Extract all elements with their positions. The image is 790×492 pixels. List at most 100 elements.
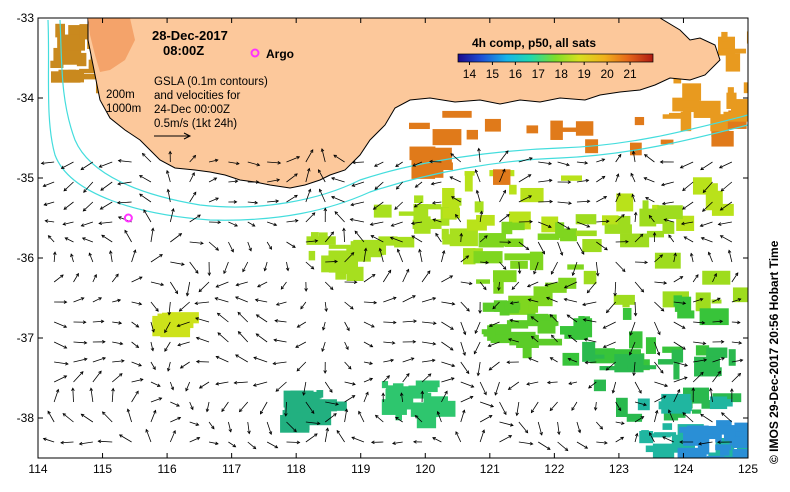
velocity-arrow bbox=[177, 341, 190, 347]
velocity-arrow bbox=[88, 252, 94, 263]
velocity-arrow bbox=[92, 273, 97, 283]
sst-pixel-patch bbox=[677, 310, 695, 319]
velocity-arrow bbox=[557, 441, 569, 452]
sst-pixel-patch bbox=[620, 233, 650, 248]
velocity-arrow bbox=[266, 421, 273, 436]
velocity-arrow bbox=[731, 298, 742, 303]
sst-pixel-patch bbox=[555, 222, 565, 238]
velocity-arrow bbox=[615, 436, 625, 443]
note-line-4: 0.5m/s (1kt 24h) bbox=[154, 118, 237, 130]
velocity-arrow bbox=[700, 413, 713, 423]
sst-pixel-patch bbox=[504, 238, 524, 248]
velocity-arrow bbox=[170, 401, 180, 407]
velocity-arrow bbox=[320, 148, 326, 163]
velocity-arrow bbox=[615, 192, 621, 203]
sst-pixel-patch bbox=[408, 385, 438, 393]
velocity-arrow bbox=[605, 361, 616, 371]
sst-pixel-patch bbox=[575, 230, 597, 237]
velocity-arrow bbox=[692, 274, 699, 283]
sst-pixel-patch bbox=[414, 216, 431, 234]
velocity-arrow bbox=[550, 261, 558, 275]
velocity-arrow bbox=[628, 341, 636, 356]
velocity-arrow bbox=[712, 340, 725, 344]
velocity-arrow bbox=[544, 281, 558, 287]
velocity-arrow bbox=[652, 231, 657, 243]
velocity-arrow bbox=[305, 167, 311, 183]
note-line-3: 24-Dec 00:00Z bbox=[154, 104, 230, 116]
velocity-arrow bbox=[538, 441, 551, 450]
sst-pixel-patch bbox=[537, 320, 556, 334]
velocity-arrow bbox=[257, 281, 268, 288]
velocity-arrow bbox=[131, 321, 140, 328]
velocity-arrow bbox=[451, 196, 461, 203]
sst-pixel-patch bbox=[58, 69, 77, 74]
sst-pixel-patch bbox=[476, 279, 490, 284]
velocity-arrow bbox=[497, 281, 501, 291]
velocity-arrow bbox=[189, 261, 199, 274]
velocity-arrow bbox=[643, 177, 655, 183]
velocity-arrow bbox=[494, 381, 500, 396]
velocity-arrow bbox=[499, 189, 507, 203]
velocity-arrow bbox=[460, 321, 467, 336]
sst-pixel-patch bbox=[416, 204, 429, 223]
sst-pixel-patch bbox=[528, 297, 539, 313]
velocity-arrow bbox=[654, 281, 668, 285]
velocity-arrow bbox=[691, 387, 696, 403]
velocity-arrow bbox=[459, 232, 464, 243]
sst-pixel-patch bbox=[484, 118, 501, 132]
velocity-arrow bbox=[719, 235, 733, 243]
velocity-arrow bbox=[286, 194, 298, 203]
sst-pixel-patch bbox=[318, 232, 328, 240]
velocity-arrow bbox=[112, 359, 125, 363]
velocity-arrow bbox=[527, 298, 539, 303]
velocity-arrow bbox=[680, 221, 694, 226]
sst-pixel-patch bbox=[743, 82, 748, 94]
velocity-arrow bbox=[305, 149, 314, 163]
argo-float-symbol[interactable] bbox=[123, 213, 133, 223]
velocity-arrow bbox=[528, 357, 539, 363]
velocity-arrow bbox=[284, 401, 288, 417]
velocity-arrow bbox=[479, 415, 493, 423]
velocity-arrow bbox=[324, 231, 335, 243]
sst-pixel-patch bbox=[697, 435, 710, 455]
colorbar-tick-label: 17 bbox=[532, 67, 546, 81]
velocity-arrow bbox=[530, 316, 539, 323]
velocity-arrow bbox=[557, 241, 564, 256]
velocity-arrow bbox=[662, 436, 674, 443]
velocity-arrow bbox=[412, 161, 423, 167]
velocity-arrow bbox=[363, 273, 376, 283]
argo-float-marker[interactable] bbox=[123, 213, 133, 223]
velocity-arrow bbox=[584, 360, 597, 365]
sst-pixel-patch bbox=[520, 187, 544, 203]
x-tick-label: 120 bbox=[415, 462, 435, 476]
sst-pixel-patch bbox=[442, 110, 472, 118]
velocity-arrow bbox=[432, 437, 442, 443]
sst-pixel-patch bbox=[310, 232, 319, 238]
velocity-arrow bbox=[455, 213, 462, 223]
velocity-arrow bbox=[373, 161, 384, 167]
velocity-arrow bbox=[247, 441, 257, 450]
velocity-arrow bbox=[73, 272, 79, 283]
velocity-arrow bbox=[390, 221, 403, 227]
velocity-arrow bbox=[237, 331, 249, 343]
velocity-arrow bbox=[719, 201, 733, 211]
velocity-arrow bbox=[138, 175, 152, 183]
velocity-arrow bbox=[441, 321, 454, 330]
velocity-arrow bbox=[170, 416, 182, 423]
velocity-arrow bbox=[189, 214, 201, 223]
velocity-arrow bbox=[62, 413, 74, 423]
velocity-arrow bbox=[563, 281, 578, 289]
velocity-arrow bbox=[150, 381, 161, 387]
sst-pixel-patch bbox=[464, 171, 475, 176]
velocity-arrow bbox=[582, 301, 597, 307]
sst-pixel-patch bbox=[692, 177, 712, 195]
velocity-arrow bbox=[176, 321, 190, 328]
velocity-arrow bbox=[344, 395, 356, 403]
velocity-arrow bbox=[47, 235, 55, 243]
velocity-arrow bbox=[89, 387, 94, 403]
velocity-arrow bbox=[266, 441, 279, 449]
sst-pixel-patch bbox=[441, 228, 449, 240]
velocity-arrow bbox=[267, 221, 278, 227]
velocity-arrow bbox=[731, 320, 741, 325]
sst-pixel-patch bbox=[381, 381, 389, 389]
